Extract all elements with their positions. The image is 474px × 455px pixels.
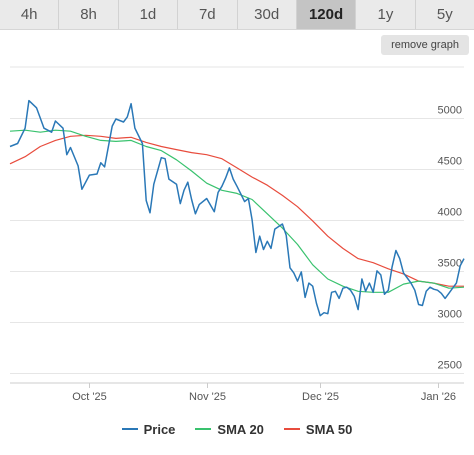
tab-1y[interactable]: 1y — [356, 0, 416, 29]
x-tick-label-2: Dec '25 — [302, 391, 339, 403]
legend-label-sma20: SMA 20 — [217, 421, 264, 437]
tab-5y[interactable]: 5y — [415, 0, 474, 29]
x-tick-label-0: Oct '25 — [72, 391, 107, 403]
legend-swatch-sma50 — [283, 428, 300, 430]
remove-graph-button[interactable]: remove graph — [381, 35, 469, 55]
y-tick-label-4000: 4000 — [438, 207, 462, 219]
x-tick-label-1: Nov '25 — [189, 391, 226, 403]
price-chart: 2500 3000 3500 4000 4500 5000 Oct '25 Nov '25 De… — [9, 66, 465, 403]
tab-7d[interactable]: 7d — [178, 0, 238, 29]
timeframe-tabs: 4h 8h 1d 7d 30d 120d 1y 5y — [0, 0, 474, 30]
tab-4h[interactable]: 4h — [0, 0, 60, 29]
y-tick-label-5000: 5000 — [438, 105, 462, 117]
legend-label-price: Price — [143, 421, 176, 437]
y-tick-label-3000: 3000 — [438, 309, 462, 321]
sma20-line — [9, 129, 465, 293]
legend-swatch-sma20 — [195, 428, 212, 430]
legend-item-sma50[interactable]: SMA 50 — [283, 421, 353, 437]
x-tick-label-3: Jan '26 — [421, 391, 456, 403]
legend-label-sma50: SMA 50 — [305, 421, 353, 437]
sma50-line — [9, 134, 464, 287]
legend-swatch-price — [121, 428, 138, 430]
y-tick-label-4500: 4500 — [438, 156, 462, 168]
tab-8h[interactable]: 8h — [59, 0, 119, 29]
chart-legend: Price SMA 20 SMA 50 — [0, 418, 474, 440]
tab-30d[interactable]: 30d — [237, 0, 297, 29]
legend-item-sma20[interactable]: SMA 20 — [195, 421, 264, 437]
y-tick-label-3500: 3500 — [438, 258, 462, 270]
tab-1d[interactable]: 1d — [118, 0, 179, 29]
y-tick-label-2500: 2500 — [438, 360, 462, 372]
legend-item-price[interactable]: Price — [121, 421, 176, 437]
tab-120d[interactable]: 120d — [296, 0, 357, 29]
price-line — [9, 99, 465, 317]
